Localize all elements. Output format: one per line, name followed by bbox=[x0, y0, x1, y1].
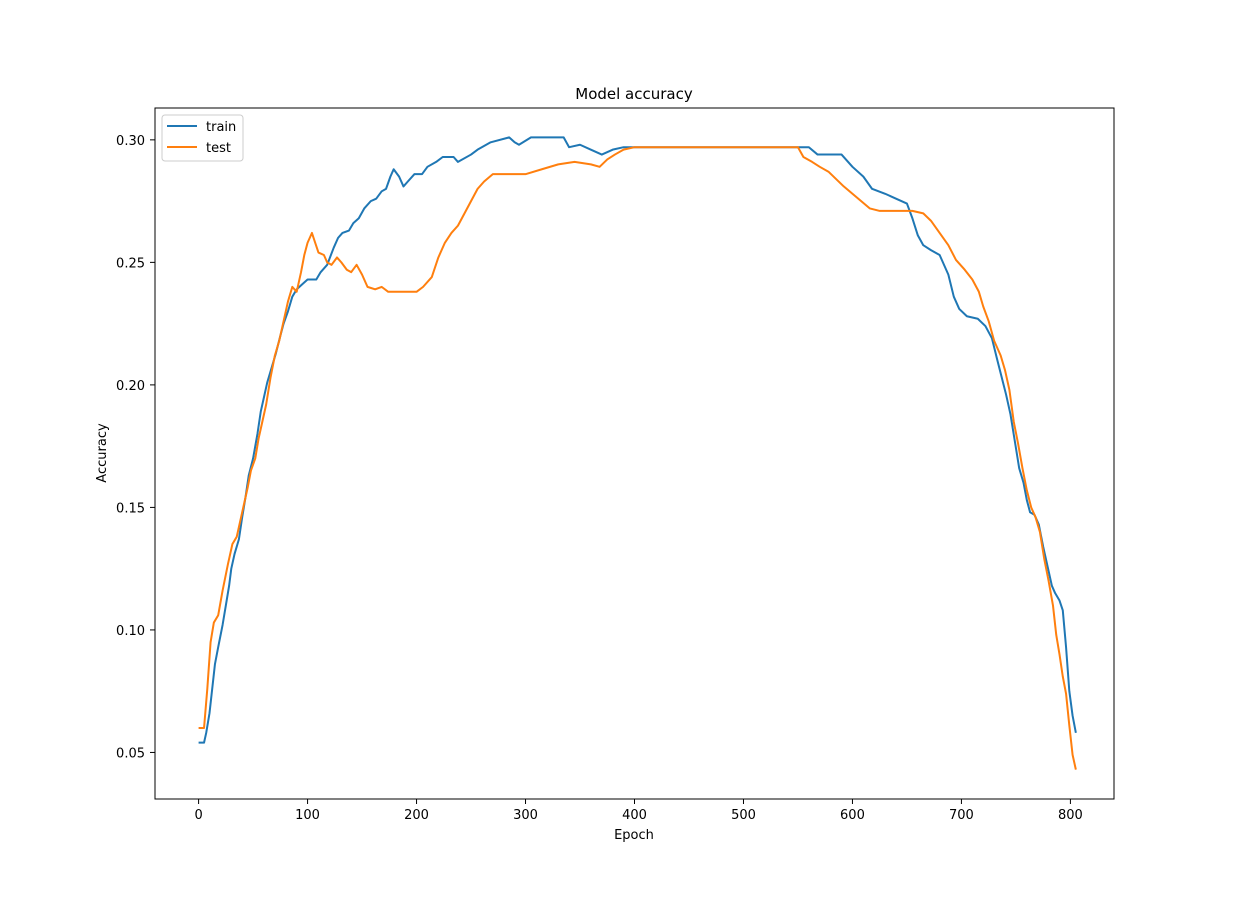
plot-layer bbox=[198, 136, 1077, 770]
chart-title: Model accuracy bbox=[575, 85, 693, 103]
series-line-test bbox=[198, 146, 1077, 770]
y-tick-label: 0.30 bbox=[116, 134, 145, 149]
x-axis-label: Epoch bbox=[614, 828, 654, 843]
x-tick-label: 200 bbox=[404, 808, 429, 823]
series-line-train bbox=[198, 136, 1077, 744]
y-tick-label: 0.25 bbox=[116, 256, 145, 271]
y-axis-ticks: 0.05 0.10 0.15 0.20 0.25 0.30 bbox=[116, 134, 155, 761]
x-tick-label: 700 bbox=[949, 808, 974, 823]
x-tick-label: 600 bbox=[840, 808, 865, 823]
y-tick-label: 0.05 bbox=[116, 746, 145, 761]
y-tick-label: 0.10 bbox=[116, 624, 145, 639]
x-tick-label: 800 bbox=[1058, 808, 1083, 823]
x-axis-ticks: 0 100 200 300 400 500 600 700 800 bbox=[194, 799, 1083, 823]
y-tick-label: 0.15 bbox=[116, 501, 145, 516]
x-tick-label: 400 bbox=[622, 808, 647, 823]
x-tick-label: 0 bbox=[194, 808, 202, 823]
x-tick-label: 300 bbox=[513, 808, 538, 823]
legend-test-label: test bbox=[206, 141, 231, 156]
legend-train-label: train bbox=[206, 120, 236, 135]
x-tick-label: 100 bbox=[295, 808, 320, 823]
y-axis-label: Accuracy bbox=[95, 423, 110, 483]
x-tick-label: 500 bbox=[731, 808, 756, 823]
y-tick-label: 0.20 bbox=[116, 379, 145, 394]
legend: train test bbox=[161, 114, 244, 162]
